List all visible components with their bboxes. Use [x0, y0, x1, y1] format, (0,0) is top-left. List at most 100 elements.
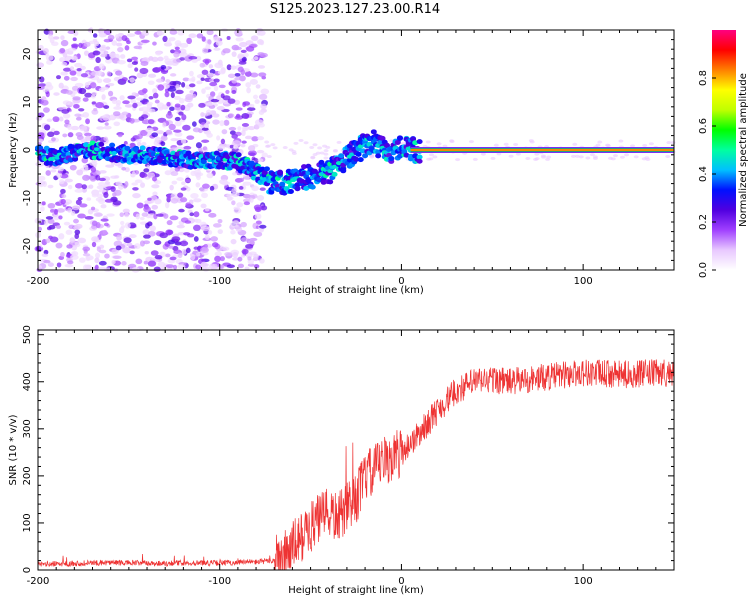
spectrogram-cell — [181, 114, 187, 121]
spectrogram-cell — [235, 226, 243, 232]
spectrogram-cell — [239, 177, 244, 182]
spectrogram-cell — [203, 123, 208, 129]
spectrogram-cell — [85, 118, 90, 125]
spectrogram-cell — [246, 107, 256, 111]
spectrogram-cell — [209, 263, 216, 270]
spectrogram-cell — [53, 209, 58, 215]
spectrogram-cell — [226, 264, 235, 269]
spectrogram-cell — [228, 113, 235, 118]
spectrogram-cell — [188, 33, 197, 39]
spectrogram-cell — [266, 155, 272, 159]
spectrogram-cell — [184, 220, 192, 224]
spectrogram-cell — [223, 179, 228, 186]
spectrogram-cell — [232, 140, 241, 147]
spectrogram-cell — [121, 77, 128, 82]
spectrogram-cell — [400, 142, 406, 146]
spectrogram-cell — [633, 155, 639, 159]
spectrogram-cell — [195, 218, 202, 224]
spectrogram-cell — [90, 135, 97, 142]
spectrogram-cell — [97, 182, 106, 186]
spectrogram-cell — [136, 142, 142, 147]
spectrogram-cell — [222, 48, 231, 54]
spectrogram-cell — [141, 30, 150, 37]
spectrogram-cell — [50, 169, 57, 173]
spectrogram-cell — [223, 119, 230, 126]
spectrogram-cell — [207, 72, 215, 77]
spectrogram-cell — [187, 78, 196, 82]
spectrogram-cell — [67, 132, 74, 138]
spectrogram-frame — [37, 29, 675, 271]
spectrogram-cell — [72, 96, 81, 101]
spectrogram-cell — [578, 155, 584, 159]
spectrogram-cell — [70, 210, 76, 216]
spectrogram-cell — [152, 88, 158, 94]
spectrogram-cell — [66, 90, 73, 95]
spectrogram-cell — [201, 127, 209, 131]
spectrogram-cell — [212, 119, 220, 125]
spectrogram-cell — [327, 179, 334, 185]
y-tick-label: 100 — [22, 513, 33, 532]
spectrogram-cell — [184, 169, 190, 173]
spectrogram-cell — [139, 240, 145, 247]
y-tick-label: 0 — [22, 567, 33, 573]
spectrogram-cell — [216, 95, 222, 101]
spectrogram-cell — [332, 148, 338, 152]
spectrogram-cell — [132, 187, 139, 191]
spectrogram-cell — [69, 237, 76, 244]
spectrogram-cell — [317, 146, 323, 150]
spectrogram-cell — [133, 45, 142, 50]
spectrogram-cell — [237, 263, 245, 269]
spectrogram-cell — [47, 202, 56, 209]
spectrogram-cell — [114, 189, 122, 196]
spectrogram-cell — [318, 159, 325, 165]
spectrogram-cell — [266, 144, 272, 148]
spectrogram-cell — [251, 136, 259, 142]
spectrogram-cell — [169, 184, 174, 191]
spectrogram-cell — [74, 62, 83, 68]
spectrogram-cell — [73, 225, 81, 230]
spectrogram-cell — [166, 194, 172, 200]
spectrogram-cell — [71, 55, 78, 61]
spectrogram-cell — [644, 156, 650, 160]
spectrogram-cell — [153, 240, 162, 246]
spectrogram-cell — [255, 84, 261, 89]
spectrogram-cell — [186, 37, 193, 45]
spectrogram-cell — [335, 161, 342, 166]
spectrogram-cell — [111, 260, 116, 265]
spectrogram-cell — [209, 185, 215, 191]
spectrogram-cell — [253, 56, 259, 61]
spectrogram-cell — [246, 87, 251, 94]
spectrogram-cell — [127, 63, 133, 69]
spectrogram-cell — [234, 72, 241, 77]
spectrogram-cell — [153, 266, 161, 272]
spectrogram-cell — [258, 93, 268, 101]
spectrogram-cell — [41, 253, 49, 258]
spectrogram-cell — [120, 54, 126, 59]
spectrogram-cell — [67, 207, 72, 213]
spectrogram-cell — [89, 140, 96, 146]
spectrogram-cell — [56, 262, 62, 268]
spectrogram-cell — [190, 253, 196, 261]
spectrogram-cell — [340, 168, 347, 174]
spectrogram-cell — [259, 258, 265, 264]
spectrogram-cell — [279, 181, 286, 187]
spectrogram-cell — [416, 154, 423, 160]
spectrogram-cell — [198, 102, 206, 108]
spectrogram-cell — [597, 140, 603, 144]
spectrogram-cell — [181, 248, 187, 255]
spectrogram-cell — [74, 233, 80, 240]
spectrogram-cell — [122, 184, 128, 189]
spectrogram-cell — [96, 126, 105, 130]
spectrogram-cell — [64, 49, 70, 54]
spectrogram-cell — [243, 201, 251, 206]
x-tick-label: -100 — [208, 576, 231, 587]
spectrogram-cell — [75, 132, 83, 137]
spectrogram-cell — [310, 156, 316, 160]
spectrogram-cell — [61, 194, 67, 199]
spectrogram-cell — [148, 96, 154, 100]
spectrogram-cell — [155, 78, 164, 83]
spectrogram-cell — [121, 261, 127, 266]
spectrogram-cell — [253, 204, 262, 211]
spectrogram-cell — [534, 152, 540, 156]
spectrogram-cell — [146, 107, 152, 113]
